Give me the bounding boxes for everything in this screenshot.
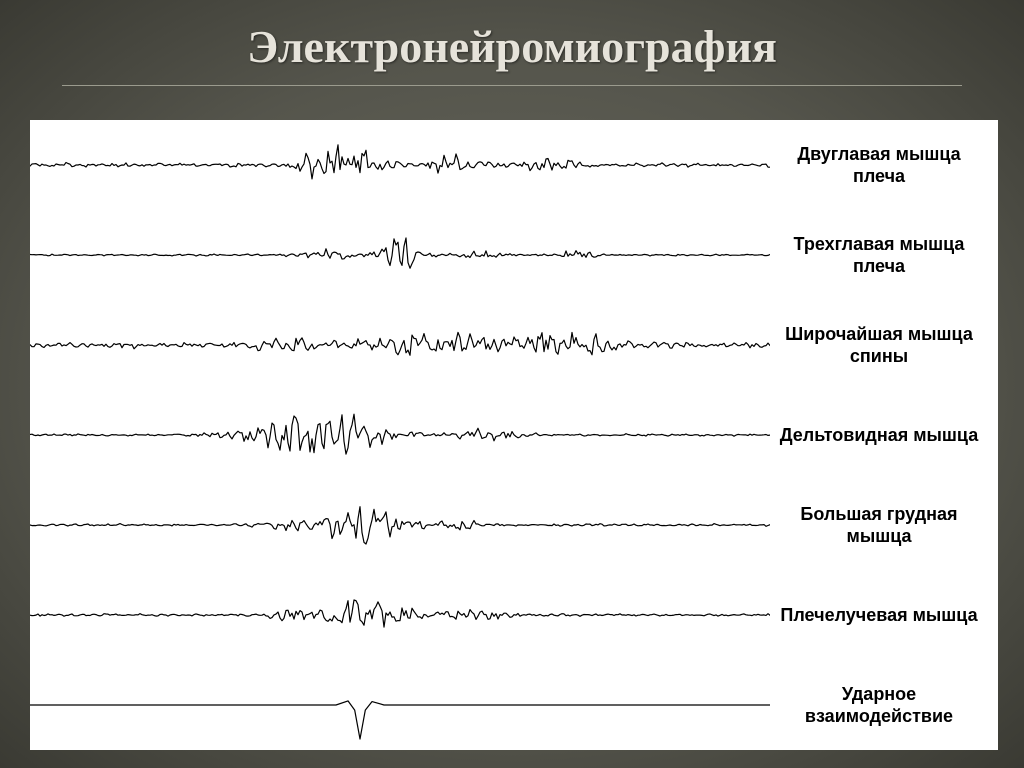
emg-row-biceps: Двуглавая мышцаплеча: [30, 120, 998, 210]
waveform-cell: [30, 480, 770, 570]
trace-label-latissimus: Широчайшая мышцаспины: [770, 323, 998, 368]
trace-label-deltoid: Дельтовидная мышца: [770, 424, 998, 447]
emg-row-latissimus: Широчайшая мышцаспины: [30, 300, 998, 390]
title-underline: [62, 85, 962, 86]
emg-row-pectoralis: Большая груднаямышца: [30, 480, 998, 570]
waveform-cell: [30, 570, 770, 660]
waveform-brachioradialis: [30, 570, 770, 660]
emg-row-deltoid: Дельтовидная мышца: [30, 390, 998, 480]
emg-row-impact: Ударноевзаимодействие: [30, 660, 998, 750]
waveform-cell: [30, 390, 770, 480]
trace-label-pectoralis: Большая груднаямышца: [770, 503, 998, 548]
slide-title: Электронейромиография: [0, 0, 1024, 79]
waveform-impact: [30, 660, 770, 750]
slide: Электронейромиография Двуглавая мышцапле…: [0, 0, 1024, 768]
trace-label-brachioradialis: Плечелучевая мышца: [770, 604, 998, 627]
trace-label-impact: Ударноевзаимодействие: [770, 683, 998, 728]
waveform-cell: [30, 660, 770, 750]
waveform-triceps: [30, 210, 770, 300]
emg-row-triceps: Трехглавая мышцаплеча: [30, 210, 998, 300]
emg-chart-panel: Двуглавая мышцаплеча Трехглавая мышцаплеч…: [30, 120, 998, 750]
waveform-biceps: [30, 120, 770, 210]
emg-row-brachioradialis: Плечелучевая мышца: [30, 570, 998, 660]
waveform-latissimus: [30, 300, 770, 390]
waveform-deltoid: [30, 390, 770, 480]
waveform-cell: [30, 120, 770, 210]
trace-label-biceps: Двуглавая мышцаплеча: [770, 143, 998, 188]
trace-label-triceps: Трехглавая мышцаплеча: [770, 233, 998, 278]
waveform-cell: [30, 210, 770, 300]
waveform-pectoralis: [30, 480, 770, 570]
waveform-cell: [30, 300, 770, 390]
